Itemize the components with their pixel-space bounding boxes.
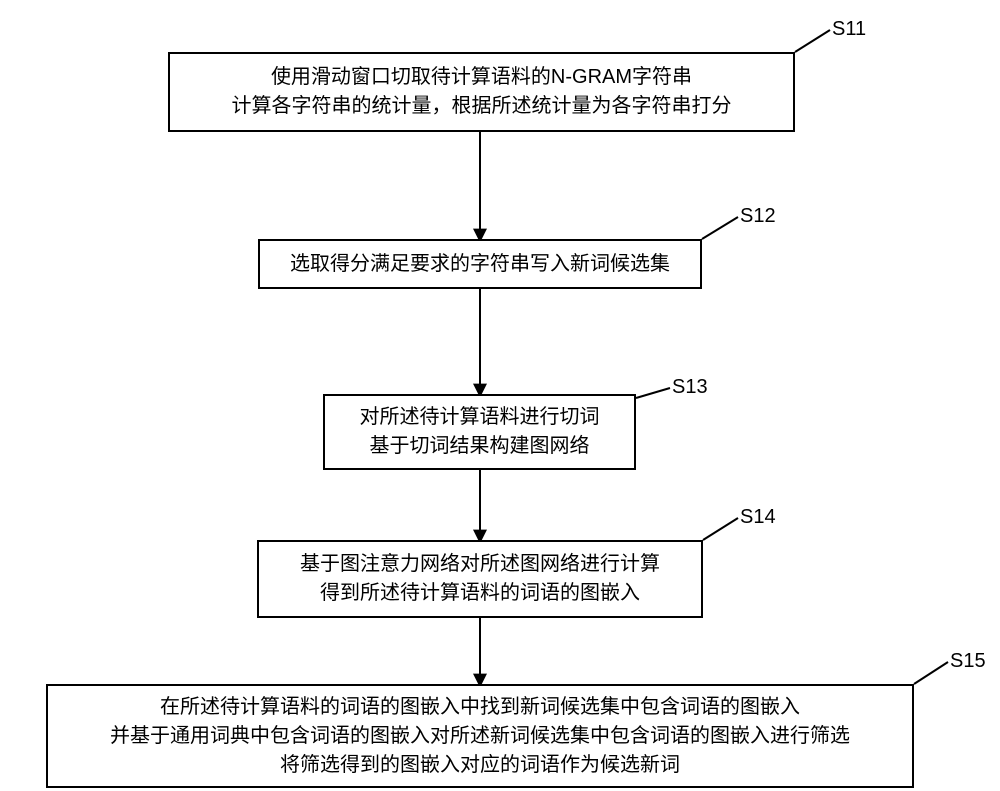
node-s11: 使用滑动窗口切取待计算语料的N-GRAM字符串计算各字符串的统计量，根据所述统计… bbox=[168, 52, 795, 132]
label-s12: S12 bbox=[740, 205, 776, 228]
leader-s12 bbox=[702, 217, 738, 239]
node-s11-line: 计算各字符串的统计量，根据所述统计量为各字符串打分 bbox=[232, 92, 732, 121]
node-s11-line: 使用滑动窗口切取待计算语料的N-GRAM字符串 bbox=[271, 63, 692, 92]
label-s15: S15 bbox=[950, 650, 986, 673]
leader-s11 bbox=[795, 30, 830, 52]
node-s12-line: 选取得分满足要求的字符串写入新词候选集 bbox=[290, 250, 670, 279]
node-s14-line: 基于图注意力网络对所述图网络进行计算 bbox=[300, 550, 660, 579]
node-s14: 基于图注意力网络对所述图网络进行计算得到所述待计算语料的词语的图嵌入 bbox=[257, 540, 703, 618]
node-s15: 在所述待计算语料的词语的图嵌入中找到新词候选集中包含词语的图嵌入并基于通用词典中… bbox=[46, 684, 914, 788]
node-s15-line: 将筛选得到的图嵌入对应的词语作为候选新词 bbox=[280, 751, 680, 780]
node-s13-line: 基于切词结果构建图网络 bbox=[370, 432, 590, 461]
node-s13: 对所述待计算语料进行切词基于切词结果构建图网络 bbox=[323, 394, 636, 470]
node-s15-line: 并基于通用词典中包含词语的图嵌入对所述新词候选集中包含词语的图嵌入进行筛选 bbox=[110, 722, 850, 751]
leader-s13 bbox=[636, 388, 670, 398]
node-s13-line: 对所述待计算语料进行切词 bbox=[360, 403, 600, 432]
flowchart-canvas: 使用滑动窗口切取待计算语料的N-GRAM字符串计算各字符串的统计量，根据所述统计… bbox=[0, 0, 1000, 791]
label-s13: S13 bbox=[672, 376, 708, 399]
leader-s15 bbox=[914, 662, 948, 684]
leader-s14 bbox=[703, 518, 738, 540]
label-s11: S11 bbox=[832, 18, 866, 41]
node-s12: 选取得分满足要求的字符串写入新词候选集 bbox=[258, 239, 702, 289]
label-s14: S14 bbox=[740, 506, 776, 529]
node-s14-line: 得到所述待计算语料的词语的图嵌入 bbox=[320, 579, 640, 608]
node-s15-line: 在所述待计算语料的词语的图嵌入中找到新词候选集中包含词语的图嵌入 bbox=[160, 693, 800, 722]
